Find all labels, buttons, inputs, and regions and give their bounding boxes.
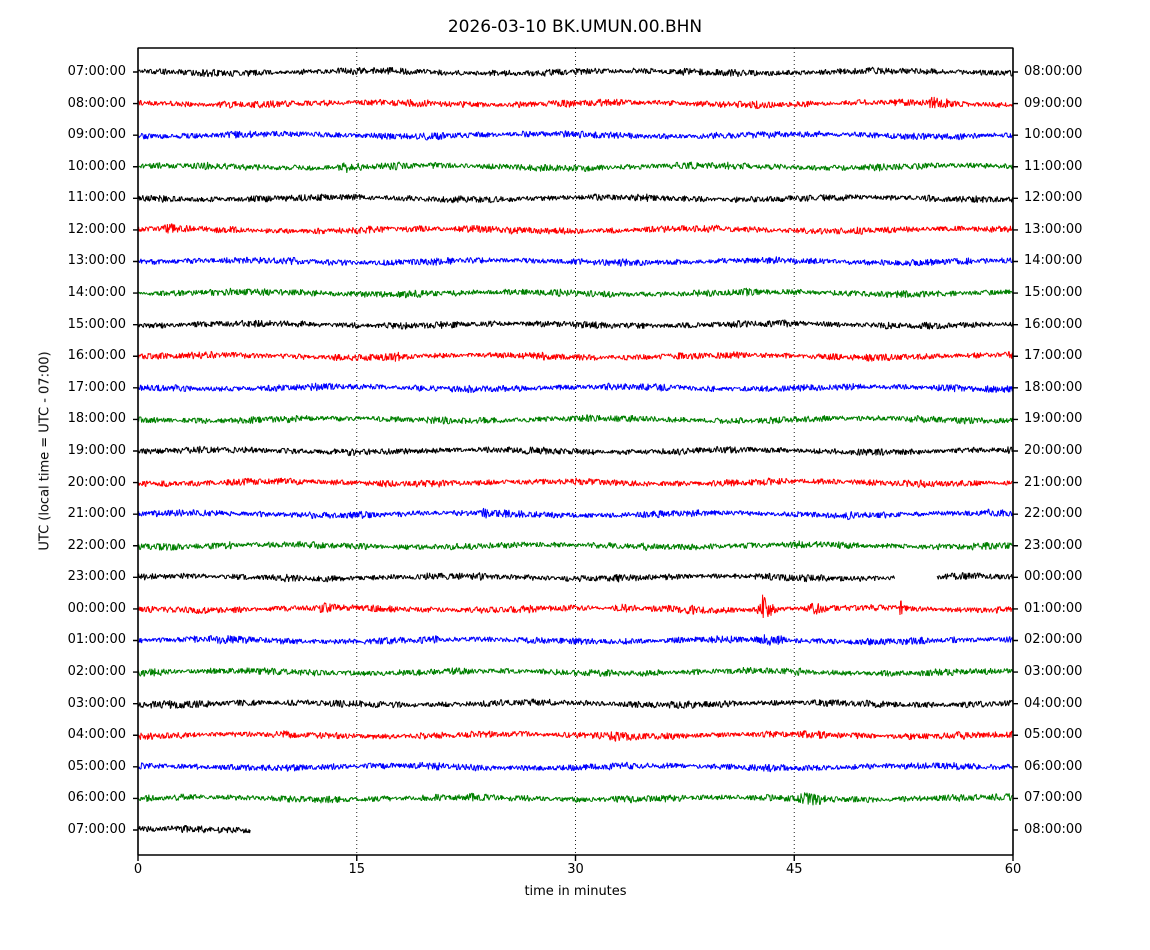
utc-time-label: 00:00:00 — [67, 600, 126, 616]
local-time-label: 18:00:00 — [1024, 379, 1083, 395]
utc-time-label: 02:00:00 — [67, 664, 126, 680]
x-tick-label: 30 — [567, 862, 584, 877]
local-time-label: 05:00:00 — [1024, 727, 1083, 743]
local-time-label: 15:00:00 — [1024, 285, 1083, 301]
local-time-label: 12:00:00 — [1024, 190, 1083, 206]
local-time-label: 19:00:00 — [1024, 411, 1083, 427]
local-time-label: 00:00:00 — [1024, 569, 1083, 585]
utc-time-label: 20:00:00 — [67, 474, 126, 490]
utc-time-label: 15:00:00 — [67, 316, 126, 332]
local-time-label: 14:00:00 — [1024, 253, 1083, 269]
utc-time-label: 10:00:00 — [67, 158, 126, 174]
utc-time-label: 08:00:00 — [67, 95, 126, 111]
utc-time-label: 14:00:00 — [67, 285, 126, 301]
utc-time-label: 09:00:00 — [67, 127, 126, 143]
utc-time-label: 13:00:00 — [67, 253, 126, 269]
local-time-label: 17:00:00 — [1024, 348, 1083, 364]
x-tick-label: 45 — [785, 862, 803, 877]
local-time-label: 10:00:00 — [1024, 127, 1083, 143]
utc-time-label: 18:00:00 — [67, 411, 126, 427]
x-tick-label: 15 — [348, 862, 366, 877]
x-tick-label: 0 — [133, 862, 143, 877]
utc-time-label: 12:00:00 — [67, 221, 126, 237]
local-time-label: 07:00:00 — [1024, 790, 1083, 806]
utc-time-label: 22:00:00 — [67, 537, 126, 553]
local-time-label: 01:00:00 — [1024, 600, 1083, 616]
utc-time-label: 01:00:00 — [67, 632, 126, 648]
local-time-label: 21:00:00 — [1024, 474, 1083, 490]
utc-time-label: 06:00:00 — [67, 790, 126, 806]
local-time-label: 03:00:00 — [1024, 664, 1083, 680]
utc-time-label: 07:00:00 — [67, 821, 126, 837]
utc-time-label: 17:00:00 — [67, 379, 126, 395]
local-time-label: 16:00:00 — [1024, 316, 1083, 332]
local-time-label: 09:00:00 — [1024, 95, 1083, 111]
utc-time-label: 05:00:00 — [67, 758, 126, 774]
utc-time-label: 19:00:00 — [67, 442, 126, 458]
utc-time-label: 23:00:00 — [67, 569, 126, 585]
utc-time-label: 07:00:00 — [67, 64, 126, 79]
utc-time-label: 16:00:00 — [67, 348, 126, 364]
local-time-label: 04:00:00 — [1024, 695, 1083, 711]
local-time-label: 20:00:00 — [1024, 442, 1083, 458]
x-axis-label: time in minutes — [524, 884, 627, 899]
local-time-label: 06:00:00 — [1024, 758, 1083, 774]
utc-time-label: 11:00:00 — [67, 190, 126, 206]
local-time-label: 13:00:00 — [1024, 221, 1083, 237]
x-tick-label: 60 — [1004, 862, 1022, 877]
chart-title: 2026-03-10 BK.UMUN.00.BHN — [447, 17, 703, 37]
utc-time-label: 04:00:00 — [67, 727, 126, 743]
local-time-label: 08:00:00 — [1024, 64, 1083, 79]
utc-time-label: 03:00:00 — [67, 695, 126, 711]
local-time-label: 02:00:00 — [1024, 632, 1083, 648]
utc-time-label: 21:00:00 — [67, 506, 126, 522]
local-time-label: 23:00:00 — [1024, 537, 1083, 553]
local-time-label: 11:00:00 — [1024, 158, 1083, 174]
local-time-label: 08:00:00 — [1024, 821, 1083, 837]
local-time-label: 22:00:00 — [1024, 506, 1083, 522]
